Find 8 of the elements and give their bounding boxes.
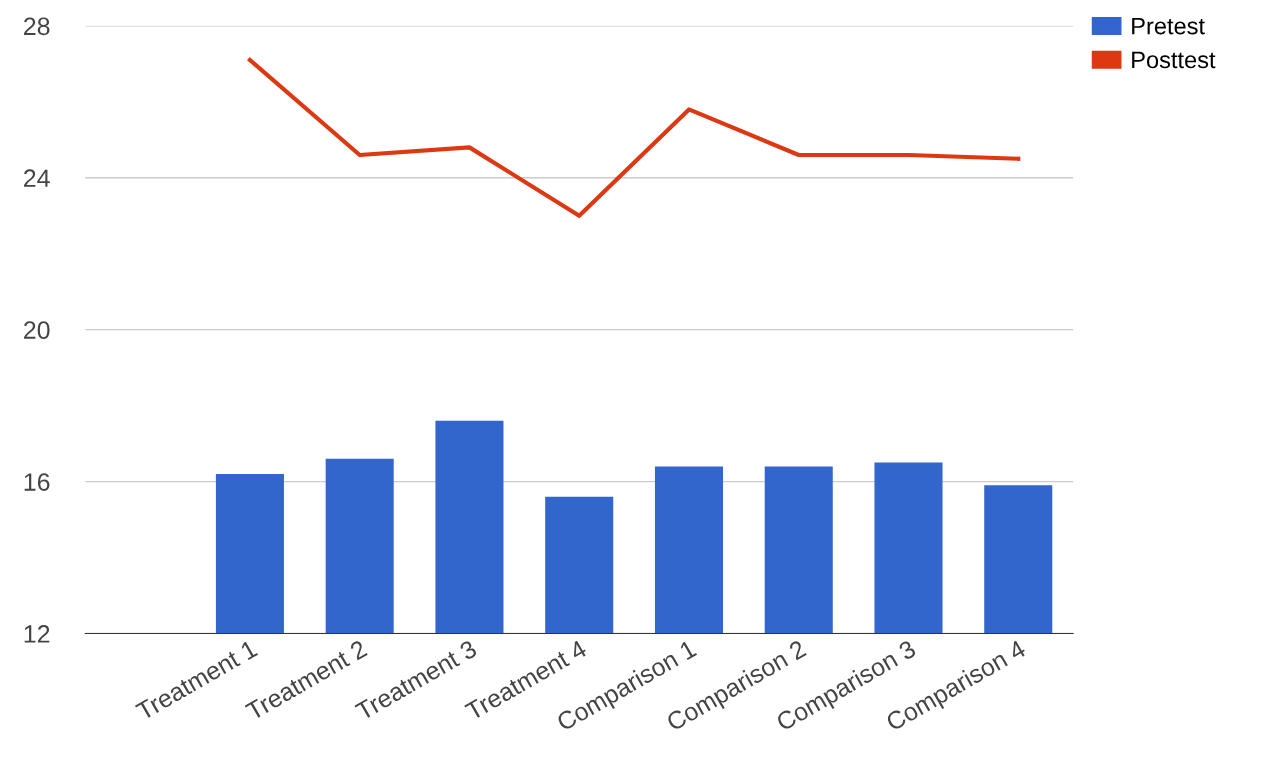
line-series [247, 57, 1021, 218]
y-tick-label: 24 [24, 169, 50, 187]
y-tick-label: 16 [24, 473, 50, 491]
y-tick-label: 20 [24, 321, 50, 339]
y-tick-label: 12 [24, 625, 50, 643]
y-tick-label: 28 [24, 17, 50, 36]
legend-label: Posttest [1132, 51, 1216, 69]
legend-label: Pretest [1132, 17, 1205, 35]
